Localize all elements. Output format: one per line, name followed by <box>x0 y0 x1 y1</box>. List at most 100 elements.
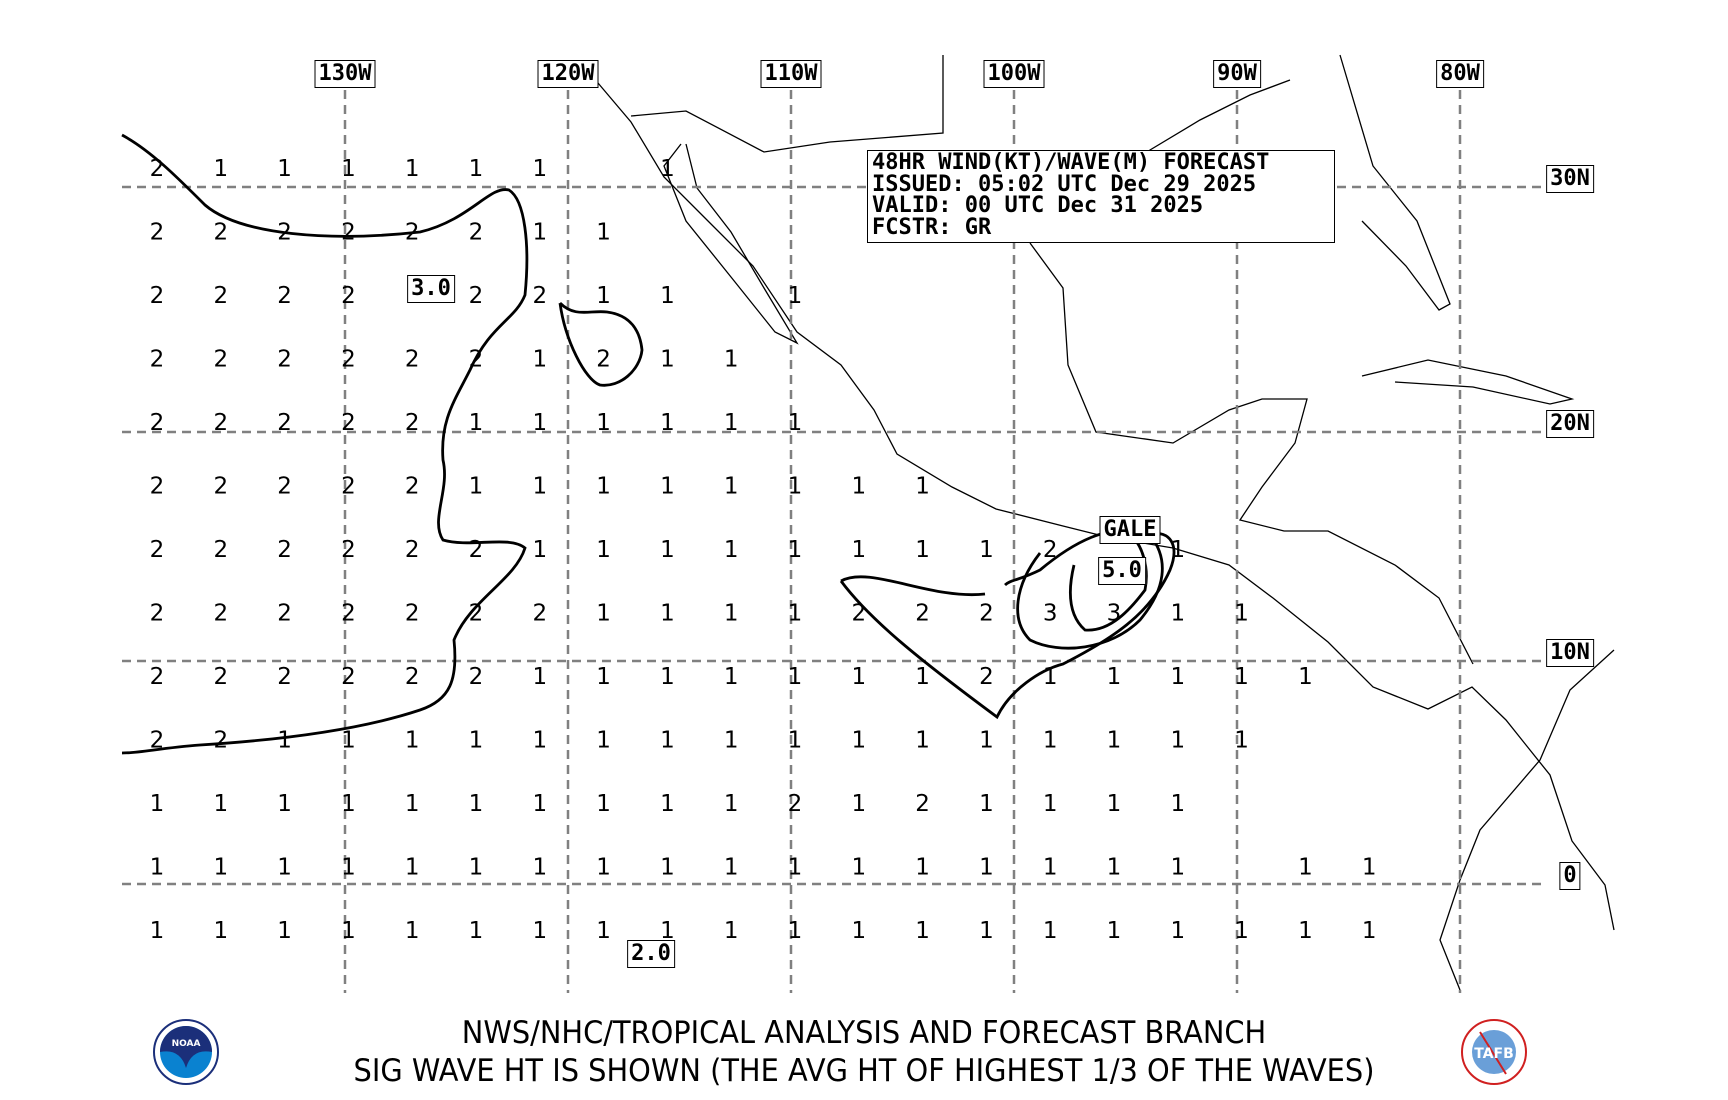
wave-height-value: 2 <box>405 474 420 500</box>
max-wave-label-gale: 5.0 <box>1098 557 1146 585</box>
wave-height-value: 1 <box>213 855 228 881</box>
wave-height-value: 2 <box>405 220 420 246</box>
wave-height-value: 1 <box>469 728 484 754</box>
wave-height-value: 1 <box>915 474 930 500</box>
wave-height-value: 1 <box>660 537 675 563</box>
wave-height-value: 1 <box>660 410 675 436</box>
footer-note: SIG WAVE HT IS SHOWN (THE AVG HT OF HIGH… <box>353 1053 1375 1089</box>
wave-height-value: 1 <box>724 855 739 881</box>
south-america-coast <box>1439 649 1615 991</box>
wave-height-value: 1 <box>405 156 420 182</box>
wave-height-value: 1 <box>532 347 547 373</box>
wave-height-value: 1 <box>724 601 739 627</box>
lon-label-110w: 110W <box>760 60 822 88</box>
wave-height-value: 1 <box>788 410 803 436</box>
wave-height-value: 2 <box>469 283 484 309</box>
florida <box>1339 54 1451 311</box>
wave-height-value: 1 <box>851 474 866 500</box>
wave-height-value: 1 <box>405 728 420 754</box>
wave-height-value: 1 <box>660 855 675 881</box>
wave-height-value: 1 <box>979 791 994 817</box>
wave-height-value: 1 <box>724 728 739 754</box>
wave-height-value: 1 <box>596 791 611 817</box>
wave-height-value: 2 <box>150 664 165 690</box>
wave-height-value: 2 <box>150 410 165 436</box>
wave-height-value: 1 <box>788 537 803 563</box>
wave-height-value: 1 <box>213 156 228 182</box>
wave-height-value: 1 <box>1170 537 1185 563</box>
wave-height-value: 1 <box>660 601 675 627</box>
wave-height-value: 1 <box>724 410 739 436</box>
wave-height-value: 1 <box>277 728 292 754</box>
wave-height-value: 2 <box>341 220 356 246</box>
lat-label-10n: 10N <box>1546 639 1594 667</box>
wave-height-value: 1 <box>469 156 484 182</box>
wave-height-value: 2 <box>469 220 484 246</box>
wave-height-value: 1 <box>660 283 675 309</box>
lat-label-0: 0 <box>1559 862 1581 890</box>
wave-height-value: 2 <box>405 664 420 690</box>
wave-height-value: 1 <box>150 791 165 817</box>
wave-height-value: 2 <box>851 601 866 627</box>
wave-height-value: 1 <box>596 728 611 754</box>
contour-2m-north <box>121 133 529 755</box>
wave-height-value: 1 <box>532 220 547 246</box>
wave-height-value: 1 <box>596 283 611 309</box>
lon-label-80w: 80W <box>1436 60 1484 88</box>
wave-height-value: 1 <box>532 537 547 563</box>
forecaster: FCSTR: GR <box>872 214 992 240</box>
wave-height-value: 1 <box>724 474 739 500</box>
wave-height-value: 1 <box>1298 855 1313 881</box>
wave-height-value: 1 <box>660 918 675 944</box>
wave-height-value: 1 <box>405 791 420 817</box>
wave-height-value: 1 <box>915 537 930 563</box>
wave-height-value: 2 <box>405 601 420 627</box>
max-wave-label-south: 2.0 <box>627 940 675 968</box>
wave-height-value: 1 <box>469 855 484 881</box>
wave-height-value: 2 <box>150 474 165 500</box>
forecast-info-box: 48HR WIND(KT)/WAVE(M) FORECAST ISSUED: 0… <box>867 150 1335 243</box>
wave-height-value: 2 <box>213 347 228 373</box>
wave-height-value: 1 <box>596 537 611 563</box>
wave-height-value: 1 <box>277 791 292 817</box>
wave-height-value: 1 <box>532 728 547 754</box>
wave-height-value: 2 <box>341 283 356 309</box>
wave-height-value: 1 <box>1170 791 1185 817</box>
issued-time: ISSUED: 05:02 UTC Dec 29 2025 <box>872 171 1257 197</box>
wave-height-value: 1 <box>788 601 803 627</box>
gale-warning-label: GALE <box>1099 516 1161 544</box>
wave-height-value: 1 <box>660 347 675 373</box>
wave-height-value: 2 <box>469 347 484 373</box>
wave-height-value: 1 <box>341 728 356 754</box>
wave-height-value: 1 <box>150 918 165 944</box>
wave-height-value: 1 <box>213 791 228 817</box>
wave-height-value: 1 <box>532 855 547 881</box>
wave-height-value: 1 <box>915 918 930 944</box>
wave-height-value: 1 <box>532 664 547 690</box>
tafb-logo: TAFB <box>1461 1019 1527 1085</box>
svg-text:NOAA: NOAA <box>172 1039 201 1049</box>
wave-height-value: 1 <box>851 537 866 563</box>
wave-height-value: 2 <box>277 220 292 246</box>
wave-height-value: 2 <box>469 601 484 627</box>
wave-height-value: 1 <box>341 918 356 944</box>
wave-height-value: 1 <box>150 855 165 881</box>
wave-height-value: 1 <box>979 537 994 563</box>
wave-height-value: 1 <box>1043 791 1058 817</box>
footer-agency: NWS/NHC/TROPICAL ANALYSIS AND FORECAST B… <box>461 1015 1267 1051</box>
wave-height-value: 2 <box>150 537 165 563</box>
wave-height-value: 1 <box>979 855 994 881</box>
wave-height-value: 1 <box>532 410 547 436</box>
wave-height-value: 2 <box>341 537 356 563</box>
wave-height-value: 1 <box>724 918 739 944</box>
wave-height-value: 1 <box>1043 918 1058 944</box>
wave-height-value: 1 <box>851 728 866 754</box>
wave-height-value: 1 <box>851 791 866 817</box>
wave-height-value: 1 <box>788 918 803 944</box>
wave-height-value: 2 <box>596 347 611 373</box>
wave-height-value: 2 <box>532 283 547 309</box>
wave-height-value: 2 <box>213 664 228 690</box>
wave-height-value: 1 <box>1043 728 1058 754</box>
wave-height-value: 1 <box>596 855 611 881</box>
wave-height-value: 1 <box>1170 918 1185 944</box>
